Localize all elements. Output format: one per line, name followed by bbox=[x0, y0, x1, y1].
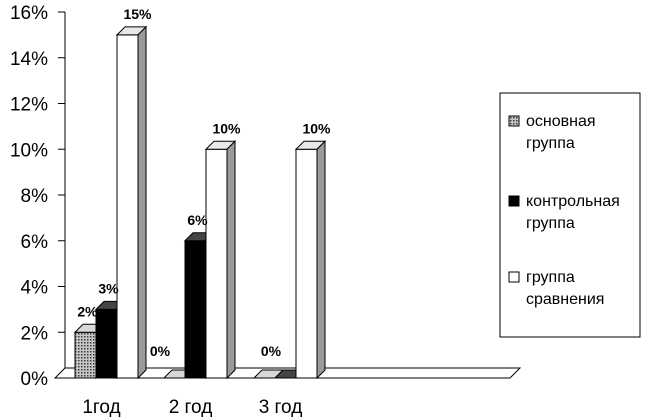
legend-swatch bbox=[509, 116, 519, 126]
legend-label-line1: группа bbox=[526, 269, 575, 286]
legend: основная группа контрольная группа группа сра… bbox=[500, 93, 640, 337]
data-label: 2% bbox=[77, 303, 98, 319]
y-axis: 0% 2% 4% 6% 8% 10% 12% 14% 16% bbox=[10, 3, 65, 390]
data-label: 3% bbox=[98, 280, 119, 296]
bars-group bbox=[75, 27, 325, 378]
data-label: 0% bbox=[261, 343, 282, 359]
y-tick-label: 16% bbox=[10, 3, 48, 24]
x-axis-labels: 1год 2 год 3 год bbox=[82, 397, 302, 418]
y-tick-label: 12% bbox=[10, 95, 48, 116]
data-label: 0% bbox=[150, 343, 171, 359]
data-label: 6% bbox=[187, 212, 208, 228]
y-tick-label: 4% bbox=[21, 278, 49, 299]
bar-front bbox=[296, 149, 317, 378]
x-category-label: 1год bbox=[82, 397, 120, 418]
y-tick-label: 6% bbox=[21, 232, 49, 253]
legend-label-line1: основная bbox=[526, 113, 596, 130]
y-tick-label: 8% bbox=[21, 186, 49, 207]
legend-swatch bbox=[509, 272, 519, 282]
y-tick-label: 10% bbox=[10, 140, 48, 161]
bar-front bbox=[117, 35, 138, 378]
data-label: 15% bbox=[123, 6, 152, 22]
bar-front bbox=[185, 241, 206, 378]
bar-side bbox=[138, 27, 146, 378]
data-label: 10% bbox=[302, 120, 331, 136]
bar-front bbox=[206, 149, 227, 378]
bar-3-3 bbox=[296, 141, 325, 378]
y-tick-label: 2% bbox=[21, 323, 49, 344]
legend-label-line2: группа bbox=[526, 215, 575, 232]
x-category-label: 2 год bbox=[169, 397, 213, 418]
legend-label-line1: контрольная bbox=[526, 193, 620, 210]
legend-label-line2: сравнения bbox=[526, 291, 604, 308]
bar-3-1 bbox=[117, 27, 146, 378]
y-tick-label: 14% bbox=[10, 49, 48, 70]
y-tick-label: 0% bbox=[21, 369, 49, 390]
bar-front bbox=[96, 309, 117, 378]
legend-label-line2: группа bbox=[526, 135, 575, 152]
bar-front bbox=[75, 332, 96, 378]
data-label: 10% bbox=[212, 120, 241, 136]
bar-3-2 bbox=[206, 141, 235, 378]
bar-side bbox=[227, 141, 235, 378]
bar-side bbox=[317, 141, 325, 378]
legend-swatch bbox=[509, 196, 519, 206]
x-category-label: 3 год bbox=[259, 397, 303, 418]
